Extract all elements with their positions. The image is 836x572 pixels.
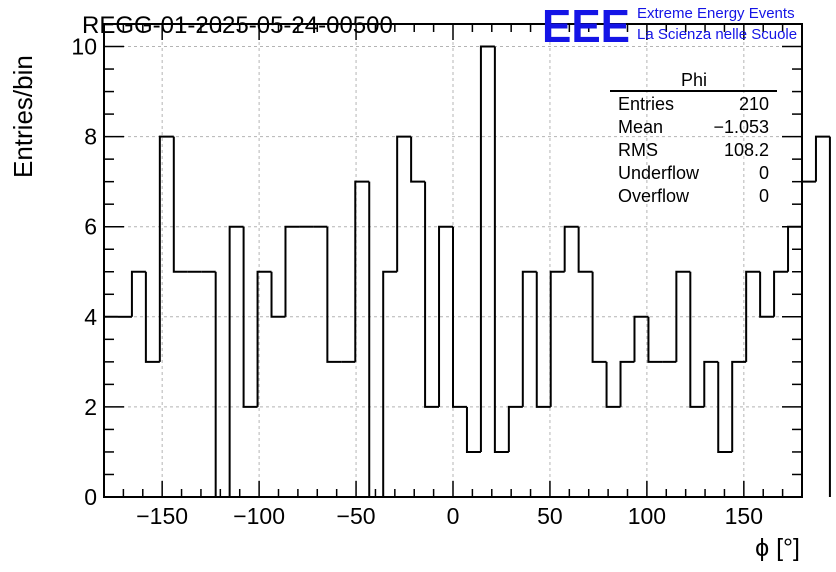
histogram-bin: [270, 271, 286, 318]
stats-label: RMS: [618, 140, 658, 160]
histogram-bin: [717, 361, 733, 453]
stats-value: 0: [759, 163, 769, 183]
y-tick-label: 8: [84, 124, 97, 150]
histogram-bin: [284, 225, 300, 317]
histogram-bin: [647, 316, 663, 363]
histogram-bin: [382, 270, 398, 497]
y-tick-label: 0: [84, 484, 97, 510]
histogram-bin: [703, 360, 719, 407]
histogram-bin: [172, 136, 188, 273]
stats-value: 0: [759, 186, 769, 206]
x-tick-label: −50: [337, 503, 376, 529]
histogram-bin: [759, 271, 775, 318]
stats-box: Phi Entries 210 Mean −1.053 RMS 108.2 Underflo…: [610, 70, 777, 206]
logo-tagline-1: Extreme Energy Events: [637, 5, 795, 22]
y-tick-label: 2: [84, 394, 97, 420]
histogram-bin: [675, 270, 691, 362]
y-tick-label: 6: [84, 214, 97, 240]
y-tick-label: 10: [71, 34, 97, 60]
x-tick-label: 150: [725, 503, 763, 529]
histogram-bin: [479, 45, 495, 452]
y-tick-labels: 0 2 4 6 8 10: [71, 34, 97, 510]
histogram-bin: [493, 46, 509, 453]
histogram-bin: [452, 226, 467, 408]
histogram-bin: [773, 270, 789, 317]
histogram-bin: [605, 361, 621, 408]
histogram-bin: [731, 360, 747, 452]
histogram-bin: [228, 225, 244, 497]
plot-frame: [103, 23, 803, 498]
eee-logo-mark: EEE: [542, 0, 630, 52]
histogram-bin: [130, 270, 146, 317]
stats-value: −1.053: [713, 117, 769, 137]
histogram-bin: [801, 180, 816, 227]
histogram-bin: [410, 136, 426, 183]
x-tick-label: 100: [628, 503, 666, 529]
x-tick-label: 0: [447, 503, 460, 529]
stats-label: Entries: [618, 94, 674, 114]
histogram-bin: [535, 271, 551, 408]
x-tick-label: −150: [136, 503, 188, 529]
x-tick-label: 50: [537, 503, 563, 529]
x-axis-title: ϕ [°]: [755, 534, 800, 562]
histogram-bin: [549, 270, 565, 407]
y-axis-title: Entries/bin: [8, 55, 38, 178]
x-tick-labels: −150 −100 −50 0 50 100 150: [136, 503, 763, 529]
histogram-series: [103, 45, 831, 498]
logo-tagline-2: La Scienza nelle Scuole: [637, 26, 797, 43]
histogram-bin: [577, 226, 593, 273]
histogram-bin: [689, 271, 705, 408]
stats-value: 108.2: [724, 140, 769, 160]
stats-label: Mean: [618, 117, 663, 137]
histogram-bin: [424, 181, 440, 408]
histogram-bin: [214, 271, 230, 498]
stats-label: Overflow: [618, 186, 690, 206]
stats-box-title: Phi: [681, 70, 707, 90]
y-tick-label: 4: [84, 304, 97, 330]
histogram-bin: [507, 405, 523, 452]
x-tick-label: −100: [233, 503, 285, 529]
stats-value: 210: [739, 94, 769, 114]
histogram-bin: [158, 135, 174, 362]
histogram-bin: [396, 135, 412, 272]
histogram-bin: [368, 181, 384, 498]
histogram-bin: [465, 406, 481, 453]
histogram-bin: [814, 135, 830, 182]
histogram-bin: [619, 360, 635, 407]
histogram-bin: [326, 226, 342, 363]
histogram-bin: [144, 271, 160, 363]
histogram-bin: [591, 271, 607, 363]
histogram-bin: [354, 180, 370, 362]
histogram-bin: [745, 270, 761, 362]
histogram-bin: [242, 226, 258, 408]
histogram-bin: [633, 315, 649, 362]
run-title: REGG-01-2025-05-24-00500: [82, 12, 393, 39]
histogram-bin: [256, 270, 272, 407]
histogram-bin: [563, 225, 579, 272]
histogram-bin: [438, 225, 453, 407]
histogram-bin: [521, 270, 537, 407]
stats-label: Underflow: [618, 163, 700, 183]
